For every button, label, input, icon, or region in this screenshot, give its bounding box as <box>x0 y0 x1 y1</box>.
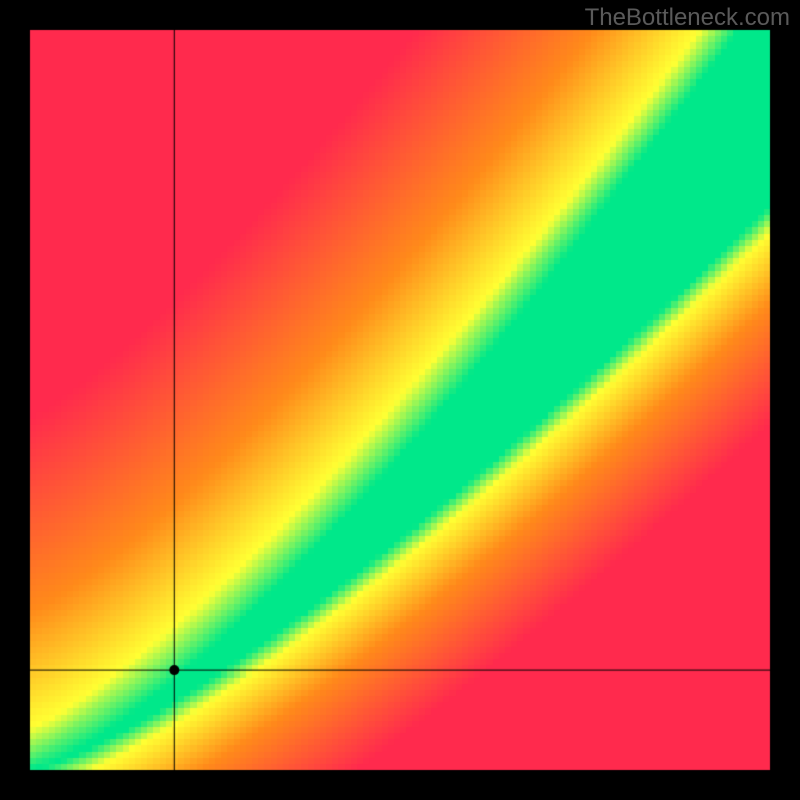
chart-container: TheBottleneck.com <box>0 0 800 800</box>
watermark-text: TheBottleneck.com <box>585 4 790 32</box>
bottleneck-heatmap <box>0 0 800 800</box>
